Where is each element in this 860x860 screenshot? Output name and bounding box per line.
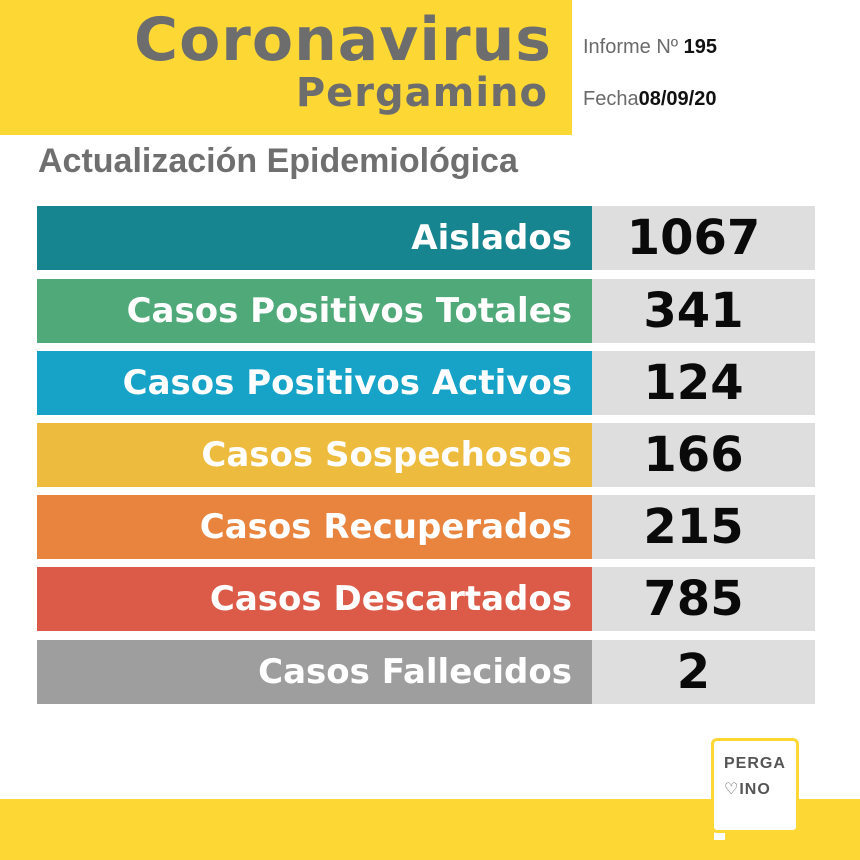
page-title: Coronavirus bbox=[134, 5, 552, 75]
stat-label: Casos Positivos Totales bbox=[37, 279, 592, 343]
stat-value: 166 bbox=[592, 423, 815, 487]
informe-label: Informe Nº bbox=[583, 36, 679, 58]
stat-label: Casos Fallecidos bbox=[37, 640, 592, 704]
stat-row-recuperados: Casos Recuperados 215 bbox=[37, 495, 815, 559]
pergamino-logo: PERGA ♡INO bbox=[711, 738, 799, 833]
stat-row-positivos-activos: Casos Positivos Activos 124 bbox=[37, 351, 815, 415]
header-banner bbox=[0, 0, 572, 135]
informe-number: Informe Nº 195 bbox=[583, 36, 717, 59]
stat-value: 1067 bbox=[592, 206, 815, 270]
fecha-label: Fecha bbox=[583, 88, 639, 110]
report-date: Fecha08/09/20 bbox=[583, 88, 716, 111]
stat-label: Casos Sospechosos bbox=[37, 423, 592, 487]
stat-row-sospechosos: Casos Sospechosos 166 bbox=[37, 423, 815, 487]
stat-value: 2 bbox=[592, 640, 815, 704]
logo-text-line1: PERGA bbox=[724, 755, 786, 772]
stat-row-fallecidos: Casos Fallecidos 2 bbox=[37, 640, 815, 704]
stat-label: Casos Descartados bbox=[37, 567, 592, 631]
stat-value: 341 bbox=[592, 279, 815, 343]
stat-row-descartados: Casos Descartados 785 bbox=[37, 567, 815, 631]
fecha-value: 08/09/20 bbox=[638, 88, 717, 110]
section-title: Actualización Epidemiológica bbox=[38, 142, 518, 180]
logo-text-line2: ♡INO bbox=[724, 781, 771, 798]
page-subtitle: Pergamino bbox=[295, 70, 548, 116]
stat-label: Casos Positivos Activos bbox=[37, 351, 592, 415]
stat-row-aislados: Aislados 1067 bbox=[37, 206, 815, 270]
stat-value: 215 bbox=[592, 495, 815, 559]
stat-label: Aislados bbox=[37, 206, 592, 270]
stat-row-positivos-totales: Casos Positivos Totales 341 bbox=[37, 279, 815, 343]
informe-value: 195 bbox=[683, 36, 718, 58]
stat-value: 785 bbox=[592, 567, 815, 631]
stat-value: 124 bbox=[592, 351, 815, 415]
stat-label: Casos Recuperados bbox=[37, 495, 592, 559]
